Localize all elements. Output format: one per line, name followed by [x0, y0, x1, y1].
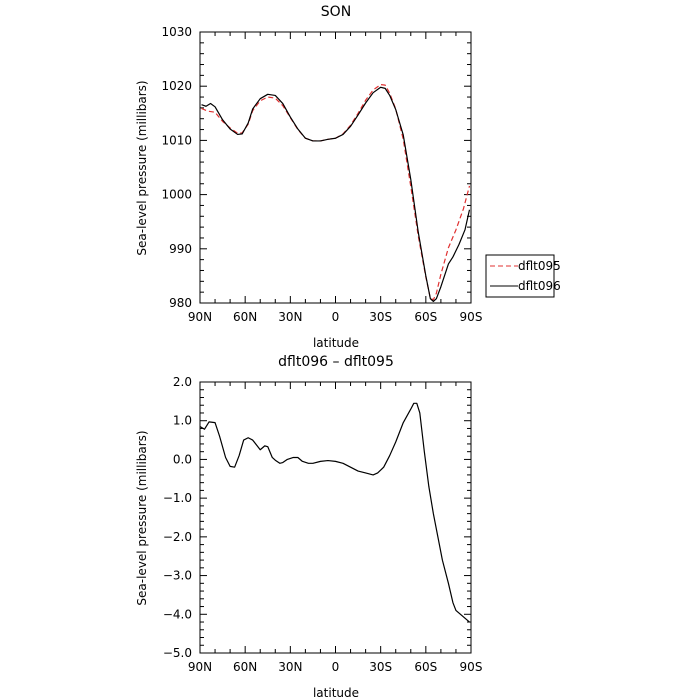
bottom-plot-frame: [199, 381, 472, 654]
y-tick-label: 980: [169, 296, 192, 310]
x-tick-label: 30N: [278, 660, 302, 674]
x-tick-label: 30N: [278, 310, 302, 324]
y-tick-label: 1020: [161, 79, 192, 93]
series-line-dflt096: [201, 86, 471, 302]
y-tick-label: 1.0: [173, 414, 192, 428]
y-tick-label: −3.0: [163, 569, 192, 583]
x-tick-label: 30S: [369, 310, 392, 324]
bottom-chart-title: dflt096 – dflt095: [278, 354, 394, 370]
y-tick-label: −2.0: [163, 530, 192, 544]
top-legend: dflt095 dflt096: [485, 254, 561, 298]
x-tick-label: 30S: [369, 660, 392, 674]
legend-label-dflt096: dflt096: [518, 279, 561, 293]
x-tick-label: 90N: [188, 660, 212, 674]
x-tick-label: 0: [332, 660, 340, 674]
y-tick-label: 1030: [161, 25, 192, 39]
x-tick-label: 0: [332, 310, 340, 324]
top-chart: SON 90N 60N 30N 0 30S 60S 90S 980 990 1000 1010 102…: [135, 4, 561, 350]
bottom-chart: dflt096 – dflt095 90N 60N 30N 0 30S 60S 90S −5.…: [135, 354, 482, 700]
y-tick-label: 990: [169, 242, 192, 256]
legend-box: [485, 254, 555, 298]
y-tick-label: −1.0: [163, 491, 192, 505]
top-x-axis-label: latitude: [313, 336, 359, 350]
x-tick-label: 90S: [460, 310, 483, 324]
y-tick-label: 1010: [161, 133, 192, 147]
y-tick-label: 0.0: [173, 452, 192, 466]
y-tick-label: −5.0: [163, 646, 192, 660]
y-tick-label: −4.0: [163, 607, 192, 621]
x-tick-label: 60N: [233, 660, 257, 674]
y-tick-label: 1000: [161, 188, 192, 202]
top-plot-frame: [199, 31, 472, 304]
x-tick-label: 60N: [233, 310, 257, 324]
top-y-axis-label: Sea-level pressure (millibars): [135, 80, 149, 255]
top-chart-title: SON: [321, 4, 351, 20]
x-tick-label: 60S: [414, 660, 437, 674]
series-line-dflt095: [201, 83, 471, 301]
x-tick-label: 90S: [460, 660, 483, 674]
x-tick-label: 90N: [188, 310, 212, 324]
y-tick-label: 2.0: [173, 375, 192, 389]
legend-label-dflt095: dflt095: [518, 259, 561, 273]
series-line-diff-0: [199, 402, 470, 623]
x-tick-label: 60S: [414, 310, 437, 324]
bottom-x-axis-label: latitude: [313, 686, 359, 700]
bottom-y-axis-label: Sea-level pressure (millibars): [135, 430, 149, 605]
